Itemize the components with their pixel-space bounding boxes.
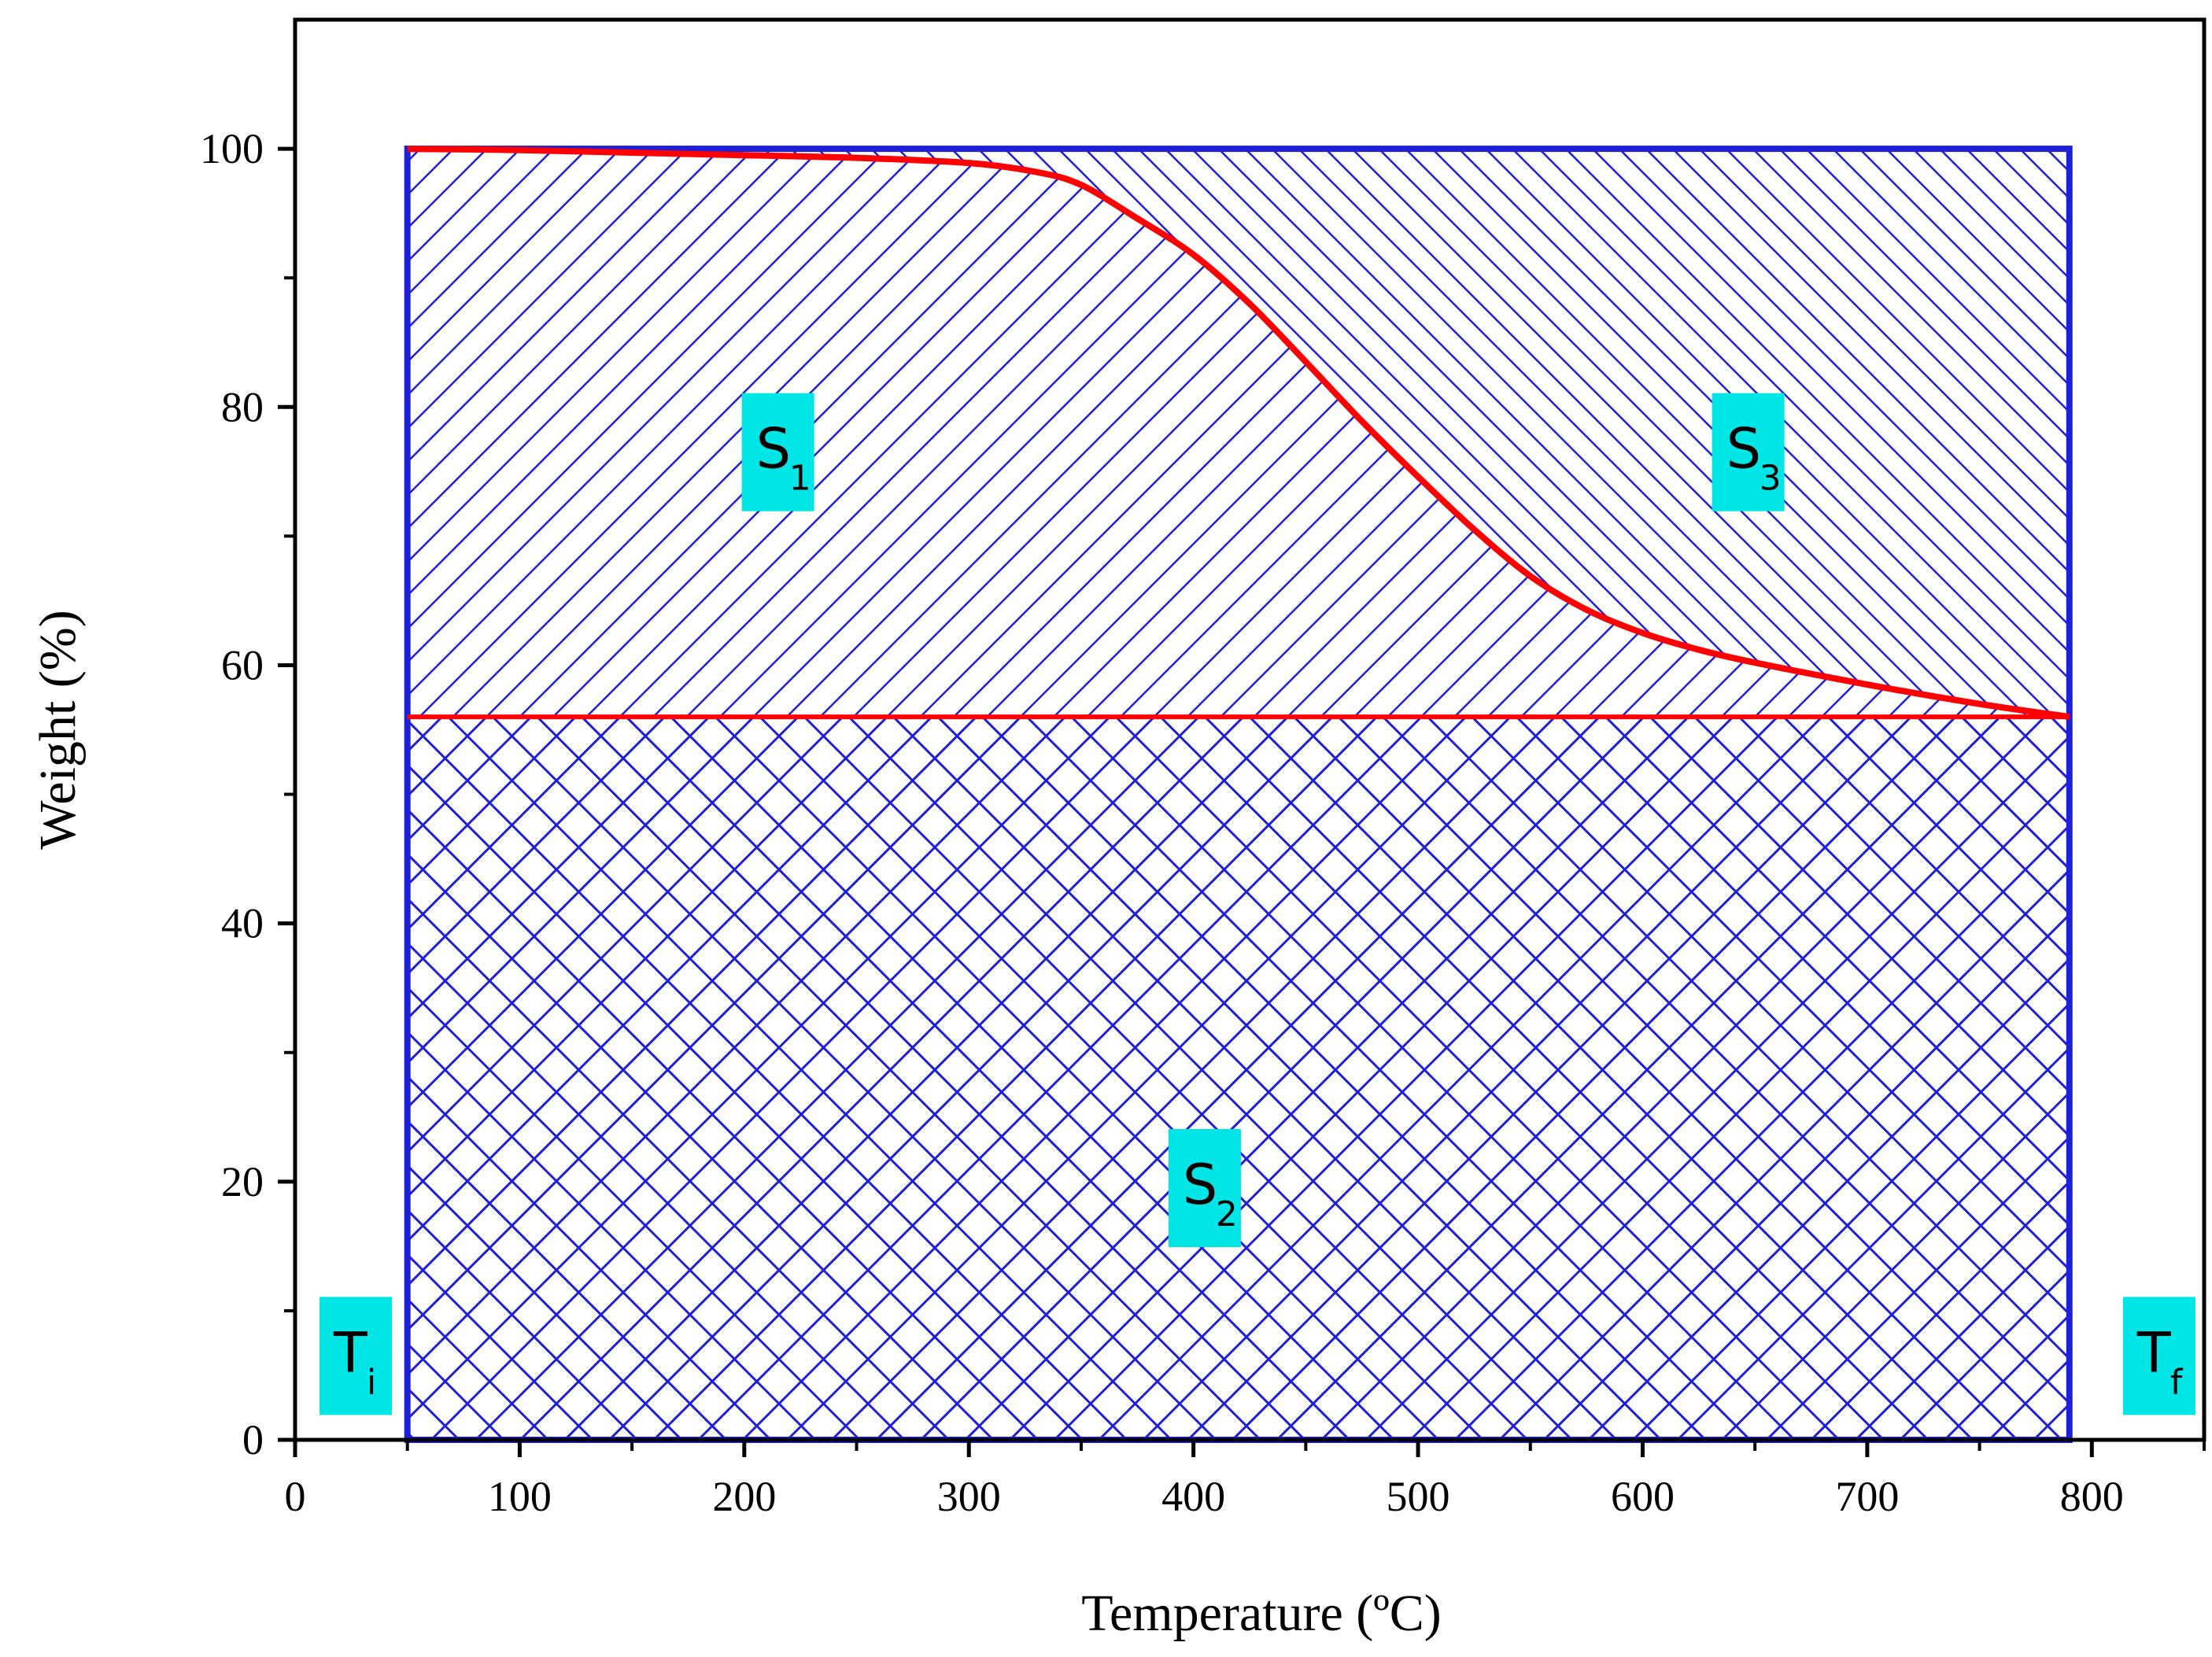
x-tick-label: 100 [488,1473,552,1520]
x-axis-title: Temperature (ºC) [1081,1585,1441,1642]
x-tick-label: 600 [1611,1473,1675,1520]
label-subscript: 2 [1216,1194,1238,1234]
label-subscript: f [2170,1362,2184,1402]
region-label-s1: S1 [741,393,814,511]
x-tick-label: 700 [1835,1473,1899,1520]
region-label-s2: S2 [1168,1129,1241,1248]
x-tick-label: 200 [712,1473,776,1520]
label-main-text: S [756,417,791,482]
label-box [1168,1129,1241,1248]
y-tick-label: 0 [242,1416,264,1463]
label-subscript: i [367,1362,376,1402]
label-main-text: T [2136,1320,2171,1385]
tga-curve-series [407,146,2070,721]
label-subscript: 3 [1760,459,1782,499]
y-tick-label: 60 [221,641,264,688]
label-main-text: S [1183,1153,1217,1217]
label-box [1712,393,1785,511]
plot-frame [293,17,2206,1442]
y-tick-label: 40 [221,900,264,947]
label-main-text: T [333,1320,367,1385]
x-tick-label: 500 [1387,1473,1450,1520]
x-tick-label: 800 [2060,1473,2124,1520]
label-box [319,1297,393,1415]
x-axis-ticks: 0 100 200 300 400 500 600 700 800 [285,1440,2206,1520]
x-tick-label: 0 [285,1473,306,1520]
y-tick-label: 100 [200,125,264,172]
y-tick-label: 20 [221,1158,264,1205]
x-tick-label: 300 [937,1473,1001,1520]
x-tick-label: 400 [1161,1473,1225,1520]
region-s1-fill [407,149,2070,718]
region-label-s3: S3 [1712,393,1785,511]
label-box [2122,1297,2195,1415]
y-tick-label: 80 [221,383,264,430]
region-s2-fill [407,717,2070,1440]
label-box [741,393,814,511]
label-main-text: S [1726,417,1761,482]
y-axis-ticks: 0 20 40 60 80 100 [200,125,295,1463]
region-s3-fill [407,149,2070,718]
label-subscript: 1 [789,459,811,499]
y-axis-title: Weight (%) [29,610,87,849]
